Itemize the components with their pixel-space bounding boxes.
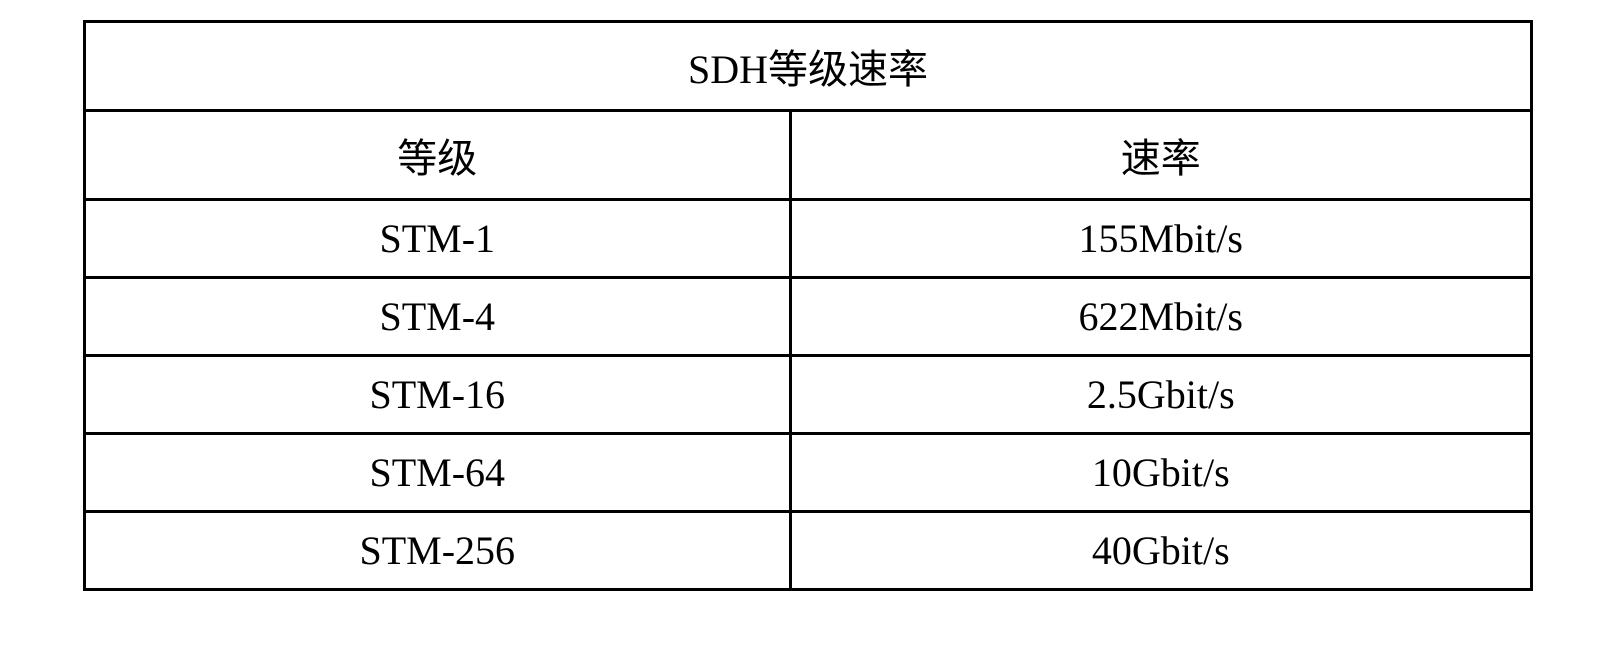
table-row: STM-64 10Gbit/s <box>85 434 1532 512</box>
table-row: STM-4 622Mbit/s <box>85 278 1532 356</box>
table-container: SDH等级速率 等级 速率 STM-1 155Mbit/s STM-4 622M… <box>83 20 1533 591</box>
table-header-row: 等级 速率 <box>85 111 1532 200</box>
sdh-rate-table: SDH等级速率 等级 速率 STM-1 155Mbit/s STM-4 622M… <box>83 20 1533 591</box>
table-title-row: SDH等级速率 <box>85 22 1532 111</box>
cell-rate: 10Gbit/s <box>790 434 1532 512</box>
column-header-rate: 速率 <box>790 111 1532 200</box>
cell-level: STM-256 <box>85 512 791 590</box>
table-row: STM-256 40Gbit/s <box>85 512 1532 590</box>
cell-rate: 40Gbit/s <box>790 512 1532 590</box>
cell-level: STM-1 <box>85 200 791 278</box>
table-row: STM-1 155Mbit/s <box>85 200 1532 278</box>
table-row: STM-16 2.5Gbit/s <box>85 356 1532 434</box>
table-title: SDH等级速率 <box>85 22 1532 111</box>
cell-rate: 2.5Gbit/s <box>790 356 1532 434</box>
cell-level: STM-64 <box>85 434 791 512</box>
cell-rate: 155Mbit/s <box>790 200 1532 278</box>
cell-rate: 622Mbit/s <box>790 278 1532 356</box>
cell-level: STM-4 <box>85 278 791 356</box>
cell-level: STM-16 <box>85 356 791 434</box>
column-header-level: 等级 <box>85 111 791 200</box>
